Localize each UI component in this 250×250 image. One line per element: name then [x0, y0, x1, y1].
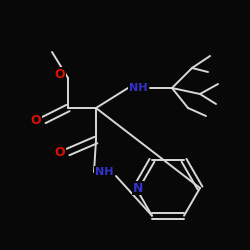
Text: NH: NH [129, 83, 147, 93]
Text: NH: NH [95, 167, 113, 177]
Text: O: O [55, 68, 65, 80]
Text: N: N [133, 182, 143, 194]
Text: O: O [55, 146, 65, 158]
Text: O: O [31, 114, 41, 126]
